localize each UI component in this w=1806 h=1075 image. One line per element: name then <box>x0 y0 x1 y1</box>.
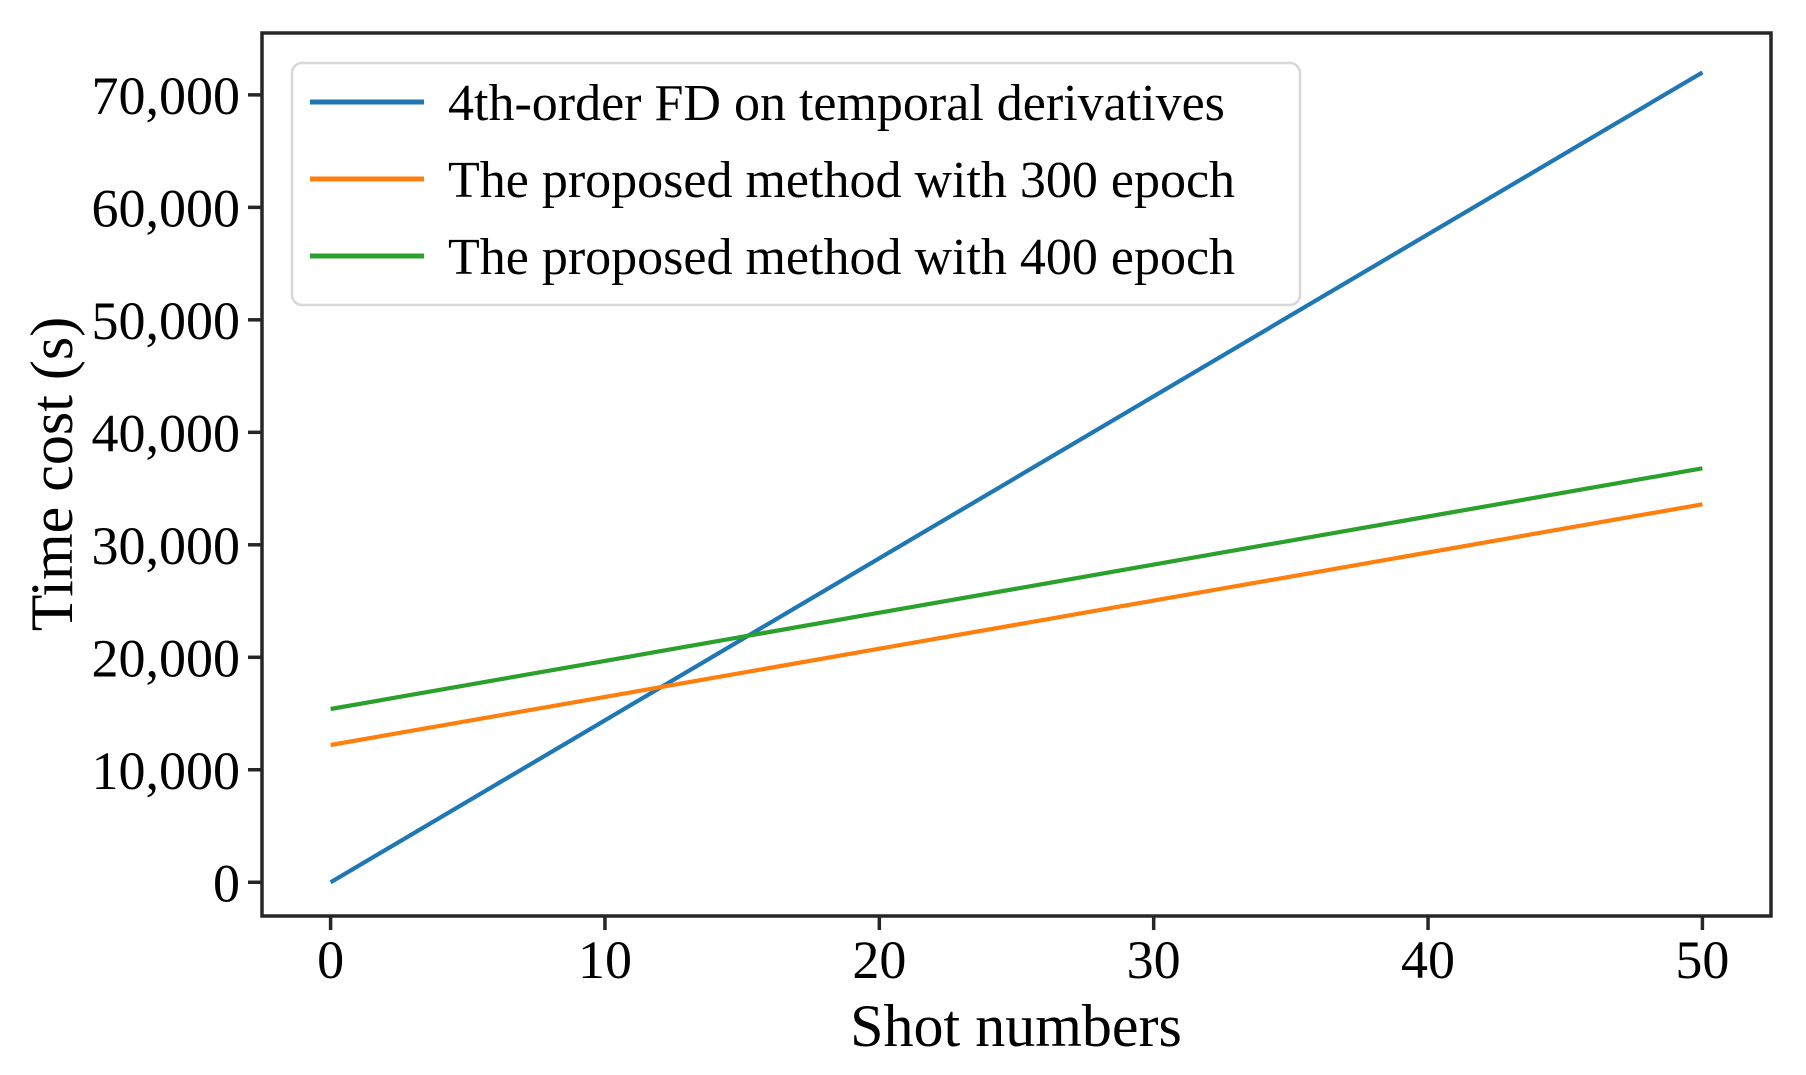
y-tick-label: 60,000 <box>92 178 241 238</box>
x-tick-label: 40 <box>1401 930 1455 990</box>
y-axis-label: Time cost (s) <box>19 317 85 631</box>
series-line-1 <box>330 502 1703 748</box>
legend-item: 4th-order FD on temporal derivatives <box>310 75 1225 132</box>
y-axis-ticks: 0 10,000 20,000 30,000 40,000 50,000 60,000 70,… <box>92 66 262 913</box>
legend-box <box>290 61 1302 307</box>
legend-label: 4th-order FD on temporal derivatives <box>448 75 1225 132</box>
x-tick-label: 30 <box>1127 930 1181 990</box>
x-tick-label: 50 <box>1675 930 1729 990</box>
y-tick-label: 10,000 <box>92 741 241 801</box>
x-tick-label: 10 <box>578 930 632 990</box>
x-axis-ticks: 0 10 20 30 40 50 <box>317 916 1729 990</box>
legend-label: The proposed method with 300 epoch <box>448 152 1235 209</box>
legend-item: The proposed method with 300 epoch <box>310 152 1235 209</box>
series-line-0 <box>329 70 1704 885</box>
series-line-2 <box>330 466 1703 712</box>
y-tick-label: 30,000 <box>92 516 241 576</box>
y-tick-label: 50,000 <box>92 291 241 351</box>
x-tick-label: 0 <box>317 930 344 990</box>
legend-label: The proposed method with 400 epoch <box>448 229 1235 286</box>
x-axis-label: Shot numbers <box>850 993 1182 1059</box>
x-tick-label: 20 <box>852 930 906 990</box>
legend: 4th-order FD on temporal derivatives The… <box>290 61 1302 307</box>
axes-frame <box>260 31 1773 918</box>
y-tick-label: 20,000 <box>92 628 241 688</box>
legend-item: The proposed method with 400 epoch <box>310 229 1235 286</box>
y-tick-label: 0 <box>213 853 240 913</box>
series-lines <box>329 70 1704 885</box>
y-tick-label: 70,000 <box>92 66 241 126</box>
y-tick-label: 40,000 <box>92 403 241 463</box>
